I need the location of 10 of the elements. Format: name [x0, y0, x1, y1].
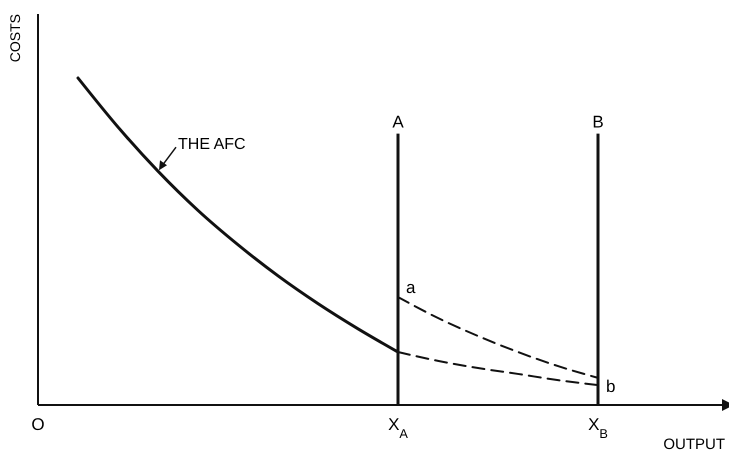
x-tick-label: X$_{A}$: [388, 415, 408, 440]
annotation: a: [406, 278, 416, 298]
y-axis-title: COSTS: [7, 14, 23, 62]
x-tick-label: X$_{B}$: [588, 415, 608, 440]
ref-line-label: A: [392, 112, 404, 132]
x-axis-title: OUTPUT: [663, 436, 725, 453]
series-label: THE AFC: [178, 136, 246, 154]
x-tick-label: O: [31, 415, 45, 434]
ref-line-label: B: [592, 112, 604, 132]
annotation: b: [606, 376, 616, 396]
